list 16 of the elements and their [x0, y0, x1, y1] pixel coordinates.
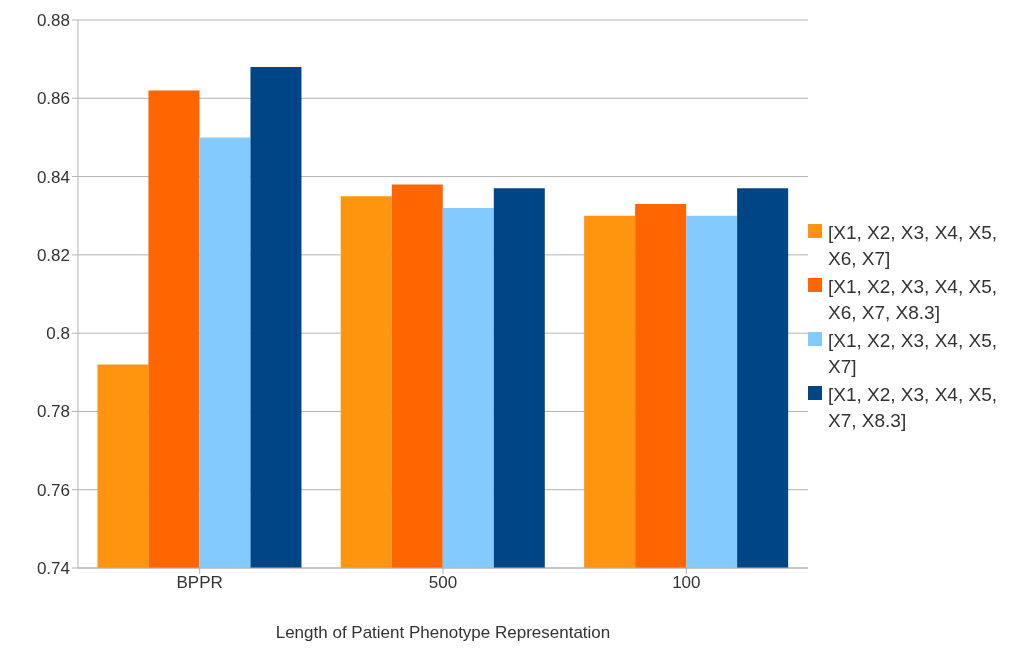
legend-label: [X1, X2, X3, X4, X5, X7] [828, 329, 998, 379]
legend-label: [X1, X2, X3, X4, X5, X7, X8.3] [828, 383, 998, 433]
y-tick-label: 0.84 [36, 167, 70, 187]
y-tick-label: 0.74 [36, 559, 70, 579]
legend-label: [X1, X2, X3, X4, X5, X6, X7] [828, 221, 998, 271]
x-tick-label: 500 [428, 573, 458, 593]
y-tick-label: 0.86 [36, 89, 70, 109]
x-tick-label: BPPR [176, 573, 223, 593]
x-tick-label: 100 [672, 573, 701, 593]
legend-label: [X1, X2, X3, X4, X5, X6, X7, X8.3] [828, 275, 998, 325]
y-tick-label: 0.82 [36, 245, 70, 265]
y-tick-label: 0.88 [36, 11, 70, 31]
y-tick-label: 0.8 [46, 324, 70, 344]
y-tick-label: 0.76 [36, 480, 70, 500]
y-tick-label: 0.78 [36, 402, 70, 422]
x-axis-title: Length of Patient Phenotype Representation [275, 623, 611, 642]
